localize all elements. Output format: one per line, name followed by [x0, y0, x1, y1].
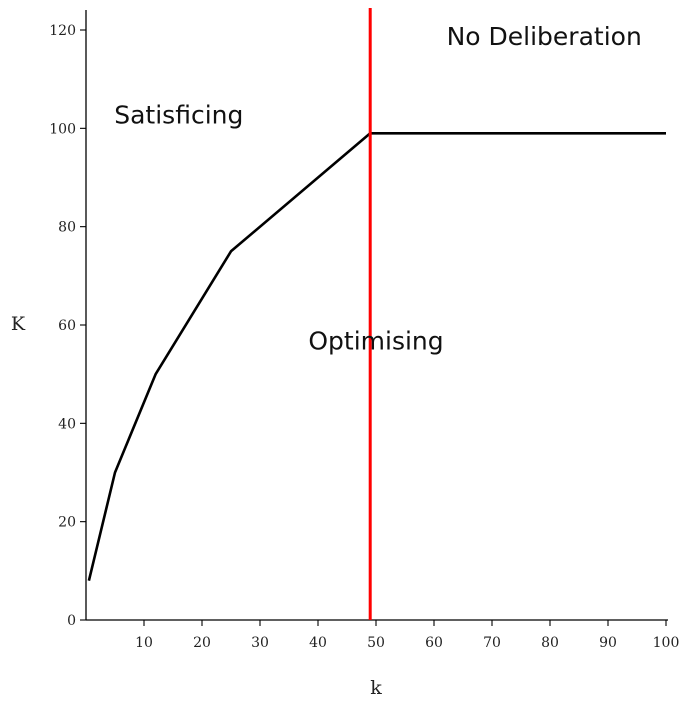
x-tick-label: 30: [251, 635, 269, 651]
x-tick-label: 50: [367, 635, 385, 651]
annotation-label: No Deliberation: [447, 22, 642, 51]
annotation-label: Satisficing: [114, 100, 243, 129]
x-tick-label: 60: [425, 635, 443, 651]
x-ticks: 10 20 30 40 50 60 70 80 90 100: [135, 620, 679, 651]
y-tick-label: 40: [58, 416, 76, 432]
y-tick-label: 120: [49, 23, 76, 39]
x-tick-label: 10: [135, 635, 153, 651]
axes: [85, 10, 668, 621]
y-tick-label: 80: [58, 220, 76, 236]
x-tick-label: 100: [653, 635, 680, 651]
y-tick-label: 100: [49, 121, 76, 137]
y-tick-label: 60: [58, 318, 76, 334]
y-ticks: 0 20 40 60 80 100 120: [49, 23, 86, 629]
annotations: No Deliberation Satisficing Optimising: [114, 22, 642, 356]
x-tick-label: 70: [483, 635, 501, 651]
x-tick-label: 40: [309, 635, 327, 651]
annotation-label: Optimising: [308, 327, 443, 356]
y-tick-label: 20: [58, 515, 76, 531]
y-tick-label: 0: [67, 613, 76, 629]
series-line: [87, 132, 666, 582]
x-tick-label: 90: [599, 635, 617, 651]
x-axis-title: k: [370, 677, 382, 699]
x-tick-label: 20: [193, 635, 211, 651]
x-tick-label: 80: [541, 635, 559, 651]
y-axis-title: K: [11, 313, 26, 335]
series-layer: [87, 132, 666, 582]
